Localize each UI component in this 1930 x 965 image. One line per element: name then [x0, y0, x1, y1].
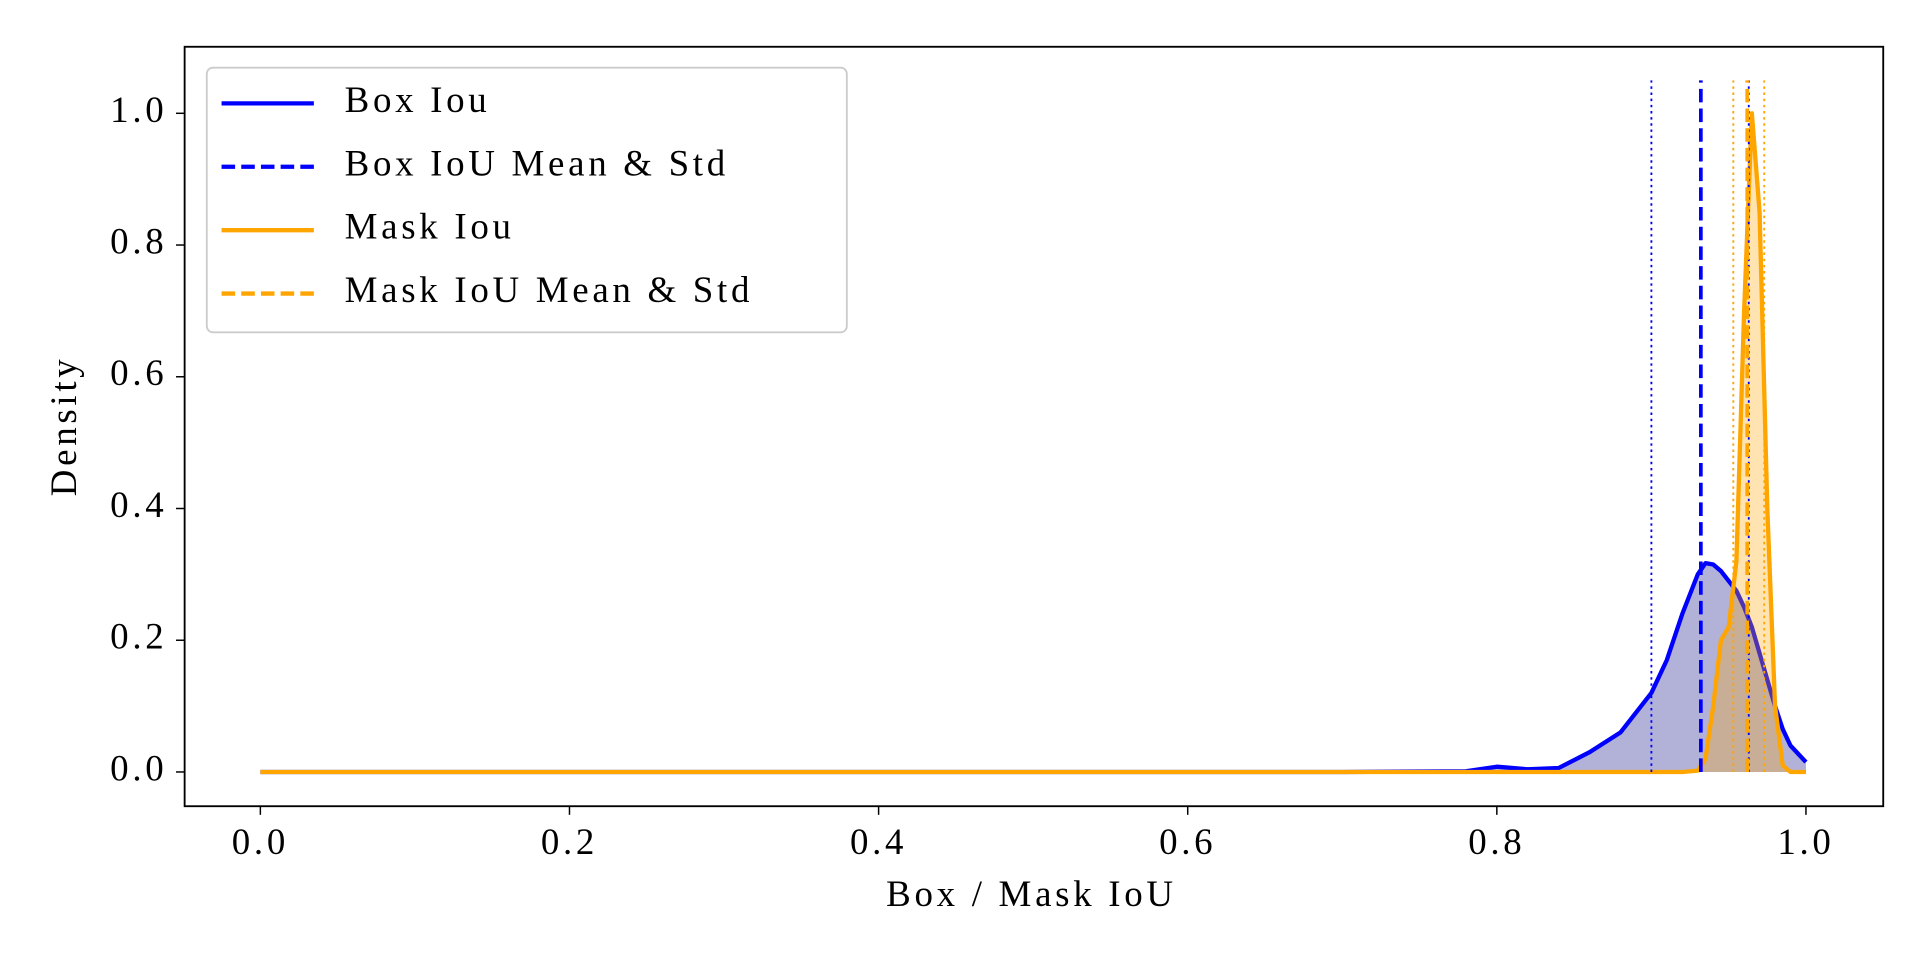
y-tick-label: 0.6	[110, 352, 167, 393]
legend-label: Box IoU Mean & Std	[345, 142, 729, 183]
x-tick-label: 0.2	[541, 821, 598, 862]
x-axis-label: Box / Mask IoU	[886, 873, 1177, 914]
legend-label: Mask IoU Mean & Std	[345, 269, 753, 310]
legend: Box Iou Box IoU Mean & Std Mask Iou Mask Io…	[205, 66, 848, 334]
y-tick-label: 0.2	[110, 616, 167, 657]
x-tick-label: 0.6	[1159, 821, 1216, 862]
y-tick-label: 1.0	[110, 89, 167, 130]
y-axis-label: Density	[43, 356, 84, 497]
legend-label: Mask Iou	[345, 206, 515, 247]
x-tick-label: 1.0	[1777, 821, 1834, 862]
plot-frame	[183, 45, 1885, 808]
x-tick-label: 0.8	[1468, 821, 1525, 862]
x-tick-label: 0.0	[232, 821, 289, 862]
y-tick-label: 0.0	[110, 747, 167, 788]
y-tick-label: 0.4	[110, 484, 167, 525]
y-tick-label: 0.8	[110, 221, 167, 262]
legend-label: Box Iou	[345, 79, 491, 120]
x-tick-label: 0.4	[850, 821, 907, 862]
density-line	[260, 111, 1806, 775]
legend-box	[205, 66, 848, 334]
